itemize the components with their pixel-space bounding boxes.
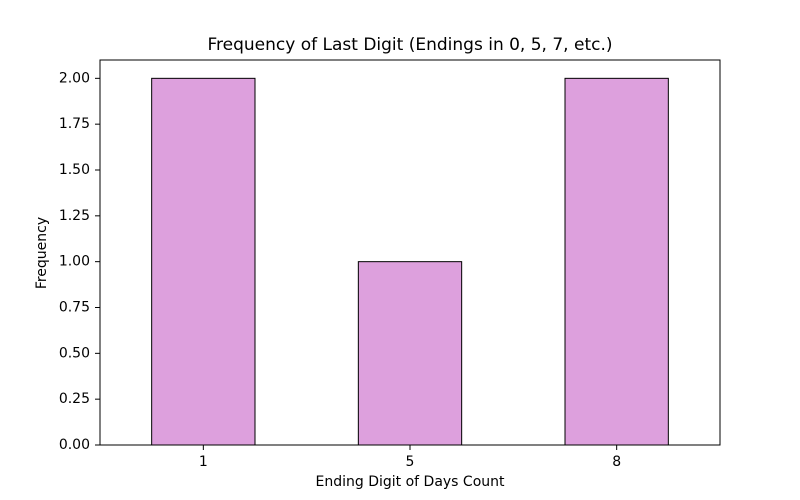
y-tick-label: 0.75	[59, 300, 90, 316]
x-tick-label: 5	[406, 454, 415, 470]
bar	[151, 77, 256, 446]
y-tick-label: 0.50	[59, 345, 90, 361]
x-tick-label: 1	[199, 454, 208, 470]
y-tick-label: 1.00	[59, 254, 90, 270]
plot-frame	[99, 59, 721, 446]
y-tick-label: 1.25	[59, 208, 90, 224]
y-axis-label: Frequency	[34, 217, 50, 289]
bar	[357, 261, 463, 446]
x-tick-label: 8	[612, 454, 621, 470]
x-axis-label: Ending Digit of Days Count	[316, 474, 506, 490]
y-tick-label: 1.75	[59, 116, 90, 132]
y-tick-label: 1.50	[59, 162, 90, 178]
bar	[564, 77, 669, 446]
y-tick-label: 0.25	[59, 391, 90, 407]
y-tick-label: 2.00	[59, 70, 90, 86]
y-tick-label: 0.00	[59, 437, 90, 453]
chart-title: Frequency of Last Digit (Endings in 0, 5…	[208, 35, 613, 55]
